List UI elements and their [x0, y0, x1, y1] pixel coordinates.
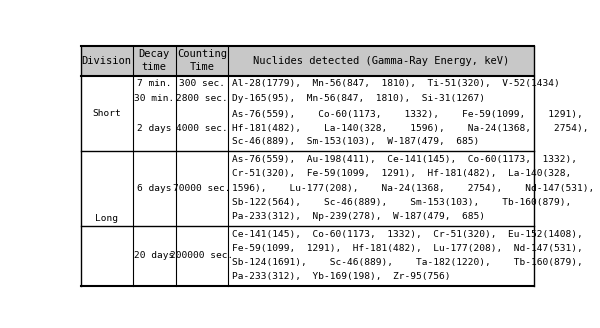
- Text: Division: Division: [82, 56, 131, 66]
- Text: Sb-124(1691),    Sc-46(889),    Ta-182(1220),    Tb-160(879),: Sb-124(1691), Sc-46(889), Ta-182(1220), …: [232, 258, 583, 267]
- Text: 4000 sec.: 4000 sec.: [176, 124, 228, 133]
- Text: Pa-233(312),  Yb-169(198),  Zr-95(756): Pa-233(312), Yb-169(198), Zr-95(756): [232, 272, 450, 281]
- Text: Counting
Time: Counting Time: [177, 50, 227, 72]
- Text: 70000 sec.: 70000 sec.: [173, 184, 231, 193]
- Text: 2 days: 2 days: [137, 124, 172, 133]
- Text: 300 sec.: 300 sec.: [179, 79, 225, 88]
- Text: Hf-181(482),    La-140(328,    1596),    Na-24(1368,    2754),: Hf-181(482), La-140(328, 1596), Na-24(13…: [232, 124, 588, 133]
- Text: Dy-165(95),  Mn-56(847,  1810),  Si-31(1267): Dy-165(95), Mn-56(847, 1810), Si-31(1267…: [232, 94, 485, 103]
- Text: Al-28(1779),  Mn-56(847,  1810),  Ti-51(320),  V-52(1434): Al-28(1779), Mn-56(847, 1810), Ti-51(320…: [232, 79, 559, 88]
- Text: Ce-141(145),  Co-60(1173,  1332),  Cr-51(320),  Eu-152(1408),: Ce-141(145), Co-60(1173, 1332), Cr-51(32…: [232, 230, 583, 239]
- Text: 2800 sec.: 2800 sec.: [176, 94, 228, 103]
- Text: 7 min.: 7 min.: [137, 79, 172, 88]
- Text: 30 min.: 30 min.: [134, 94, 175, 103]
- Text: Long: Long: [95, 214, 118, 223]
- Text: As-76(559),    Co-60(1173,    1332),    Fe-59(1099,    1291),: As-76(559), Co-60(1173, 1332), Fe-59(109…: [232, 110, 583, 119]
- Text: Decay
time: Decay time: [139, 50, 170, 72]
- Text: 200000 sec.: 200000 sec.: [170, 251, 233, 260]
- Text: Sb-122(564),    Sc-46(889),    Sm-153(103),    Tb-160(879),: Sb-122(564), Sc-46(889), Sm-153(103), Tb…: [232, 198, 571, 207]
- Text: 1596),    Lu-177(208),    Na-24(1368,    2754),    Nd-147(531),: 1596), Lu-177(208), Na-24(1368, 2754), N…: [232, 184, 594, 193]
- Text: As-76(559),  Au-198(411),  Ce-141(145),  Co-60(1173,  1332),: As-76(559), Au-198(411), Ce-141(145), Co…: [232, 155, 577, 164]
- Text: Sc-46(889),  Sm-153(103),  W-187(479,  685): Sc-46(889), Sm-153(103), W-187(479, 685): [232, 137, 479, 146]
- Bar: [80, 46, 535, 76]
- Text: Fe-59(1099,  1291),  Hf-181(482),  Lu-177(208),  Nd-147(531),: Fe-59(1099, 1291), Hf-181(482), Lu-177(2…: [232, 244, 583, 253]
- Text: 6 days: 6 days: [137, 184, 172, 193]
- Text: Nuclides detected (Gamma-Ray Energy, keV): Nuclides detected (Gamma-Ray Energy, keV…: [253, 56, 509, 66]
- Text: Cr-51(320),  Fe-59(1099,  1291),  Hf-181(482),  La-140(328,: Cr-51(320), Fe-59(1099, 1291), Hf-181(48…: [232, 170, 571, 178]
- Text: Pa-233(312),  Np-239(278),  W-187(479,  685): Pa-233(312), Np-239(278), W-187(479, 685…: [232, 212, 485, 221]
- Text: Short: Short: [92, 109, 121, 118]
- Text: 20 days: 20 days: [134, 251, 175, 260]
